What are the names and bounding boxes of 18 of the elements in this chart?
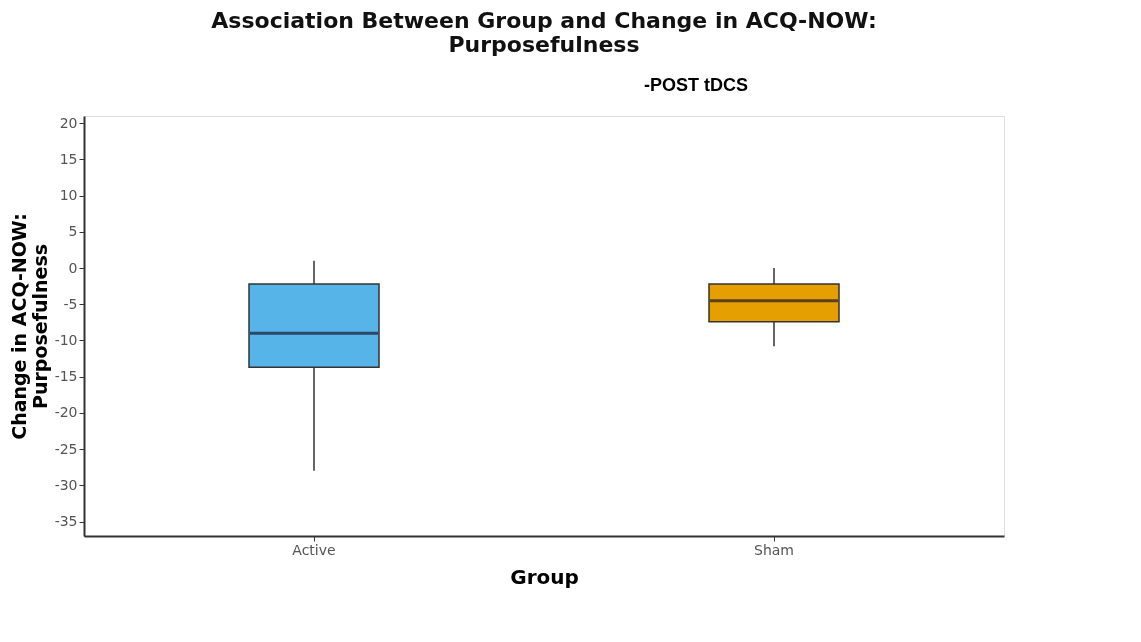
text: -POST tDCS xyxy=(644,75,749,95)
y-tick-label: 15 xyxy=(59,150,78,167)
chart-title: Association Between Group and Change in ACQ-NOW: Purposefulness xyxy=(211,8,877,57)
y-tick-label: 10 xyxy=(59,187,78,204)
y-tick-label: 5 xyxy=(68,223,78,240)
y-tick-label: -25 xyxy=(54,440,78,457)
y-tick-label: -5 xyxy=(63,295,78,312)
x-tick-label: Active xyxy=(292,541,336,558)
y-tick-label: -30 xyxy=(54,476,78,493)
y-tick-label: -35 xyxy=(54,513,78,530)
y-axis-title: Change in ACQ-NOW: Purposefulness xyxy=(7,213,51,440)
y-tick-label: 20 xyxy=(59,114,78,131)
y-tick-label: -15 xyxy=(54,368,78,385)
x-axis-title: Group xyxy=(510,564,579,589)
y-tick-label: -20 xyxy=(54,404,78,421)
y-tick-label: 0 xyxy=(68,259,78,276)
x-tick-label: Sham xyxy=(754,541,794,558)
y-tick-label: -10 xyxy=(54,331,78,348)
